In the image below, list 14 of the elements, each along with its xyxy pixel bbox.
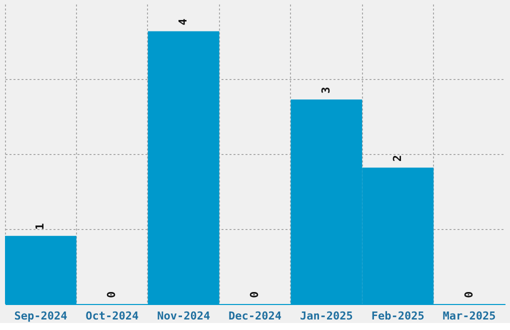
x-tick-label: Sep-2024: [14, 310, 68, 322]
x-tick-label: Feb-2025: [371, 310, 424, 322]
data-label: 0: [105, 291, 118, 298]
x-tick-label: Mar-2025: [442, 310, 496, 322]
x-tick-label: Jan-2025: [300, 310, 353, 322]
data-label: 0: [248, 291, 261, 298]
data-label: 2: [390, 155, 404, 162]
data-label: 1: [34, 222, 47, 230]
x-tick-label: Oct-2024: [86, 310, 140, 322]
data-label: 3: [319, 86, 332, 94]
x-tick-label: Nov-2024: [157, 310, 210, 322]
data-label: 0: [462, 291, 476, 298]
data-label: 4: [176, 18, 190, 26]
x-tick-label: Dec-2024: [228, 310, 282, 322]
